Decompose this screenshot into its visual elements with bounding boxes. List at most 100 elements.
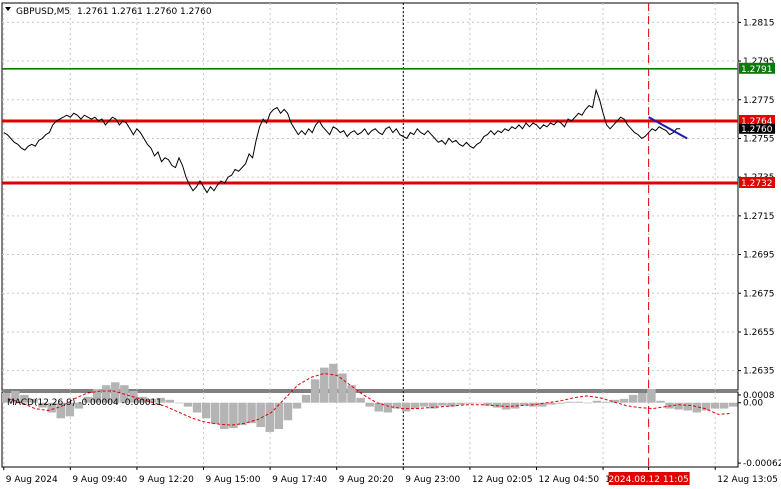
support-level-tag [739,176,775,188]
y-tick-label: 1.2655 [743,328,775,338]
macd-histogram-bar [229,402,238,429]
y-tick-label: 1.2695 [743,251,775,261]
macd-histogram-bar [56,402,66,419]
macd-histogram-bar [283,402,293,421]
macd-histogram-bar [329,363,338,403]
price-line[interactable] [3,88,681,194]
grid [1,2,739,468]
macd-histogram-bar [165,399,175,403]
macd-histogram-bar [38,402,47,408]
macd-histogram-bar [11,391,20,403]
macd-histogram-bar [183,402,193,407]
price-frame [1,2,739,391]
macd-panel[interactable] [2,363,738,432]
macd-histogram-bar [610,399,620,403]
y-tick-label: 1.2795 [743,57,775,67]
macd-histogram-bar [111,382,120,403]
symbol-label: GBPUSD,M5 [16,7,70,17]
y-tick-label: 1.2775 [743,96,775,106]
target-level-tag [739,62,775,74]
macd-histogram-bar [265,402,274,432]
macd-tick-label: 0.00 [743,399,763,409]
macd-histogram-bar [656,400,665,403]
macd-histogram-bar [201,402,211,419]
macd-histogram-bar [492,402,502,408]
macd-histogram-bar [674,402,683,410]
x-tick-label: 9 Aug 2024 [6,475,58,485]
macd-histogram-bar [292,402,302,409]
macd-histogram-bar [174,402,184,404]
macd-histogram-bar [538,402,547,407]
x-tick-label: 9 Aug 20:20 [339,475,394,485]
forecast-line [648,116,688,140]
macd-histogram-bar [365,402,374,407]
y-tick-label: 1.2755 [743,134,775,144]
macd-histogram-bar [483,402,493,406]
macd-histogram-bar [220,402,229,430]
macd-histogram-bar [65,402,75,417]
macd-tick-label: -0.00062 [743,459,781,469]
macd-histogram-bar [29,398,38,403]
macd-histogram-bar [247,402,256,424]
macd-histogram-bar [701,402,711,411]
x-tick-label: 9 Aug 09:40 [72,475,127,485]
macd-histogram-bar [647,389,656,403]
macd-histogram-bar [74,402,84,409]
chart-header: GBPUSD,M5 1.2761 1.2761 1.2760 1.2760 MA… [5,7,212,408]
current-price-tag [739,123,775,134]
support-level-label: 1.2732 [741,179,773,189]
macd-histogram-bar [692,402,702,413]
macd-histogram-bar [429,402,438,409]
macd-histogram-bar [310,379,320,403]
x-tick-label: 9 Aug 17:40 [272,475,327,485]
dropdown-arrow-icon[interactable] [5,7,11,11]
price-panel[interactable] [2,3,738,467]
time-highlight-box [608,472,690,485]
resistance-level-tag [739,115,775,127]
y-tick-label: 1.2675 [743,289,775,299]
current-price-label: 1.2760 [741,125,773,135]
macd-histogram-bar [83,396,93,403]
macd-histogram-bar [274,402,284,430]
y-tick-label: 1.2635 [743,367,775,377]
x-tick-label: 9 Aug 15:00 [206,475,261,485]
macd-histogram-bar [2,392,11,403]
macd-histogram-bar [547,402,556,405]
macd-histogram-bar [20,394,29,403]
x-tick-label: 12 Aug 13:05 [717,475,778,485]
y-tick-label: 1.2715 [743,212,775,222]
macd-histogram-bar [147,398,156,403]
macd-histogram-bar [710,402,720,409]
macd-histogram-bar [683,402,692,411]
macd-tick-label: 0.0008 [743,391,775,401]
x-tick-label: 2024.08.12 11:05 [608,475,688,485]
macd-histogram-bar [728,402,738,407]
macd-histogram-bar [447,402,456,407]
macd-histogram-bar [583,402,593,404]
macd-histogram-bar [465,402,474,404]
x-tick-label: 12 Aug 04:50 [538,475,599,485]
target-level-label: 1.2791 [741,65,773,75]
macd-histogram-bar [338,373,347,403]
macd-histogram-bar [347,385,356,403]
macd-histogram-bar [374,402,384,412]
macd-histogram-bar [238,402,247,426]
macd-frame [1,391,739,468]
macd-histogram-bar [101,385,111,403]
macd-label: MACD(12,26,9) -0.00004 -0.00011 [7,398,162,408]
macd-histogram-bar [438,402,447,406]
macd-histogram-bar [392,402,402,409]
macd-histogram-bar [510,402,520,409]
macd-histogram-bar [156,397,165,403]
macd-histogram-bar [519,402,529,406]
macd-histogram-bar [592,400,602,403]
macd-histogram-bar [474,402,483,404]
macd-histogram-bar [456,402,465,405]
macd-histogram-bar [556,402,565,404]
x-tick-label: 9 Aug 12:20 [139,475,194,485]
macd-histogram-bar [320,367,329,403]
resistance-level-label: 1.2764 [741,117,773,127]
macd-histogram-bar [619,398,629,403]
